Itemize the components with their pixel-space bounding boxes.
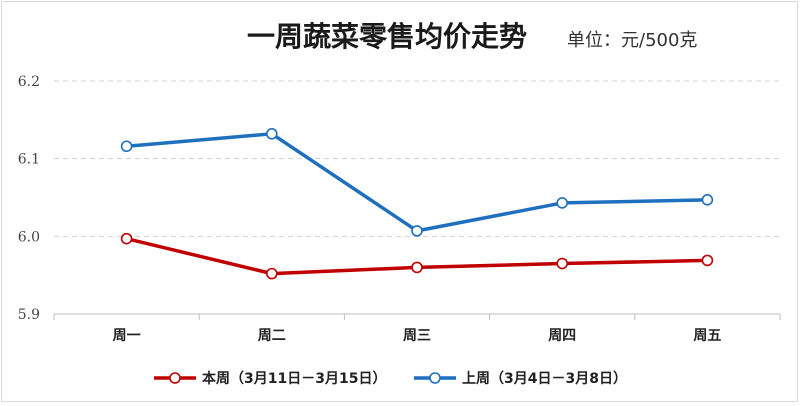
data-point	[556, 257, 569, 270]
legend-marker	[169, 372, 181, 384]
x-tick-labels: 周一 周二 周三 周四 周五	[113, 328, 722, 344]
x-tick-label: 周四	[548, 328, 576, 344]
data-point	[120, 140, 133, 153]
unit-label: 单位：元/500克	[567, 30, 697, 51]
data-point	[411, 225, 423, 237]
legend-label: 本周（3月11日－3月15日）	[202, 370, 386, 387]
y-tick-label: 5.9	[18, 307, 40, 323]
legend-label: 上周（3月4日－3月8日）	[462, 371, 627, 387]
data-point	[265, 267, 278, 280]
y-tick-label: 6.0	[18, 229, 40, 245]
data-point	[701, 254, 714, 267]
y-tick-label: 6.1	[18, 152, 40, 168]
data-point	[120, 232, 133, 245]
x-tick-label: 周二	[258, 328, 286, 344]
data-point	[265, 128, 278, 140]
data-point	[701, 194, 714, 206]
series-line	[124, 132, 710, 233]
x-axis	[53, 313, 781, 320]
x-tick-label: 周五	[693, 328, 721, 344]
legend: 本周（3月11日－3月15日） 上周（3月4日－3月8日）	[154, 370, 627, 387]
chart-title: 一周蔬菜零售均价走势	[247, 20, 527, 53]
y-tick-labels: 5.9 6.0 6.1 6.2	[18, 74, 40, 323]
x-tick-label: 周三	[403, 328, 431, 344]
data-point	[411, 261, 423, 274]
y-tick-label: 6.2	[18, 74, 40, 90]
legend-marker	[429, 372, 441, 384]
data-point	[556, 197, 569, 209]
x-tick-label: 周一	[113, 328, 141, 344]
series-group	[120, 128, 714, 280]
grid-lines	[54, 80, 780, 237]
